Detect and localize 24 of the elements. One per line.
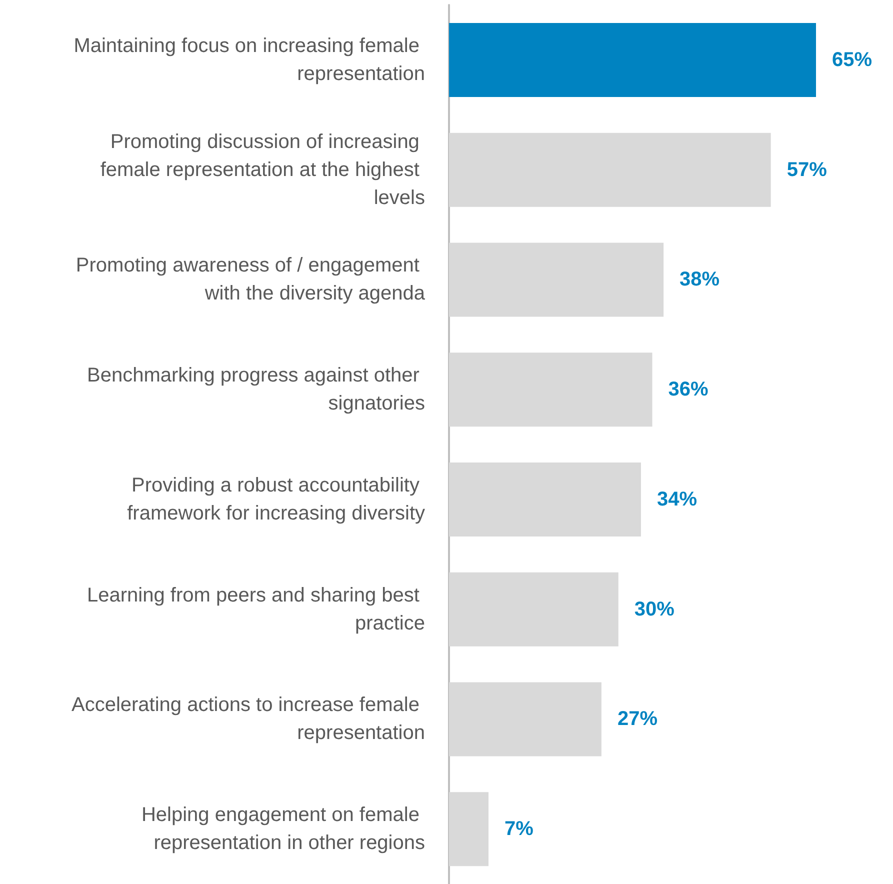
bar <box>449 792 489 866</box>
bar <box>449 572 618 646</box>
data-label: 38% <box>680 268 720 291</box>
y-tick-label: Accelerating actions to increase female representation <box>71 694 425 744</box>
data-label: 30% <box>634 598 675 620</box>
bar <box>449 132 771 207</box>
data-label: 65% <box>832 48 872 71</box>
bar <box>449 682 602 756</box>
y-tick-label: Helping engagement on female representation in other regions <box>141 804 425 854</box>
bar <box>449 352 652 427</box>
data-label: 27% <box>617 708 658 730</box>
bar <box>449 22 816 97</box>
data-label: 36% <box>668 378 709 401</box>
data-label: 34% <box>656 488 698 510</box>
y-tick-label: Learning from peers and sharing best practice <box>87 584 425 634</box>
y-tick-label: Promoting awareness of / engagement with the diversity agenda <box>76 254 426 305</box>
y-tick-label: Benchmarking progress against other signatories <box>87 364 425 415</box>
y-tick-label: Promoting discussion of increasing female representation at the highest levels <box>100 130 425 209</box>
data-label: 7% <box>504 818 534 840</box>
y-tick-label: Providing a robust accountability framework for increasing diversity <box>127 474 425 524</box>
bar <box>449 242 664 317</box>
y-tick-label: Maintaining focus on increasing female representation <box>74 34 425 85</box>
data-label: 57% <box>786 158 828 181</box>
bar <box>449 462 641 536</box>
